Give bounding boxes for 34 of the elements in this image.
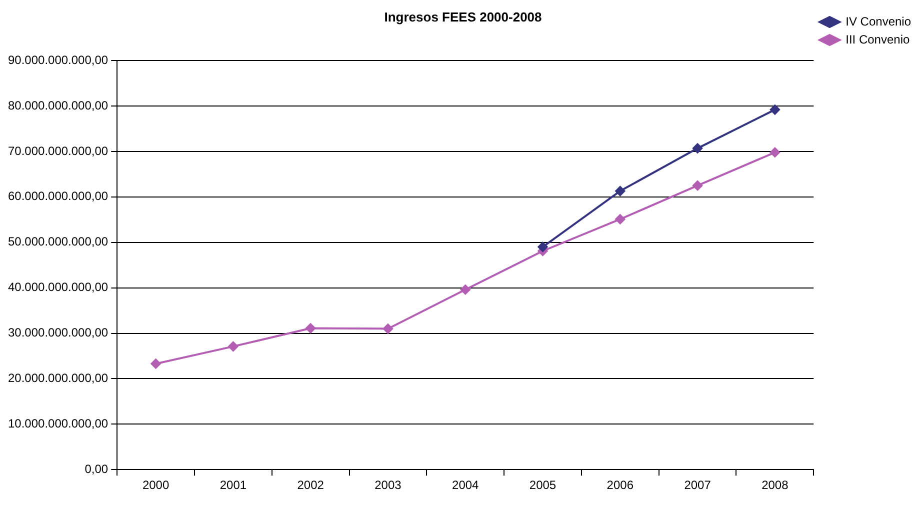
- point: [615, 186, 626, 196]
- x-tick-label: 2000: [142, 478, 170, 492]
- point: [538, 242, 548, 252]
- point: [770, 147, 780, 158]
- x-tick-label: 2004: [452, 478, 480, 492]
- x-tick-label: 2006: [606, 478, 634, 492]
- y-tick-label: 40.000.000.000,00: [8, 280, 108, 294]
- x-tick-label: 2005: [529, 478, 556, 492]
- point: [692, 143, 703, 154]
- y-tick-label: 0,00: [84, 462, 108, 476]
- point: [615, 214, 626, 224]
- x-tick-label: 2008: [762, 478, 789, 492]
- point: [460, 284, 470, 295]
- chart-title: Ingresos FEES 2000-2008: [384, 9, 542, 24]
- x-tick-label: 2003: [374, 478, 402, 492]
- point: [228, 341, 238, 352]
- x-tick-label: 2007: [684, 478, 712, 492]
- y-tick-label: 50.000.000.000,00: [8, 234, 108, 249]
- y-tick-label: 90.000.000.000,00: [8, 52, 108, 67]
- y-tick-label: 60.000.000.000,00: [8, 189, 108, 204]
- y-tick-label: 30.000.000.000,00: [8, 326, 108, 340]
- point: [382, 324, 393, 334]
- legend-label: III Convenio: [846, 32, 910, 46]
- point: [306, 323, 316, 334]
- point: [150, 358, 161, 369]
- y-tick-label: 10.000.000.000,00: [8, 416, 108, 430]
- y-tick-label: 70.000.000.000,00: [8, 144, 108, 158]
- x-tick-label: 2002: [297, 478, 324, 492]
- x-tick-label: 2001: [220, 478, 247, 492]
- point: [692, 180, 703, 191]
- point: [770, 104, 780, 115]
- legend-label: IV Convenio: [846, 14, 912, 28]
- y-tick-label: 80.000.000.000,00: [8, 98, 108, 112]
- y-tick-label: 20.000.000.000,00: [8, 371, 108, 386]
